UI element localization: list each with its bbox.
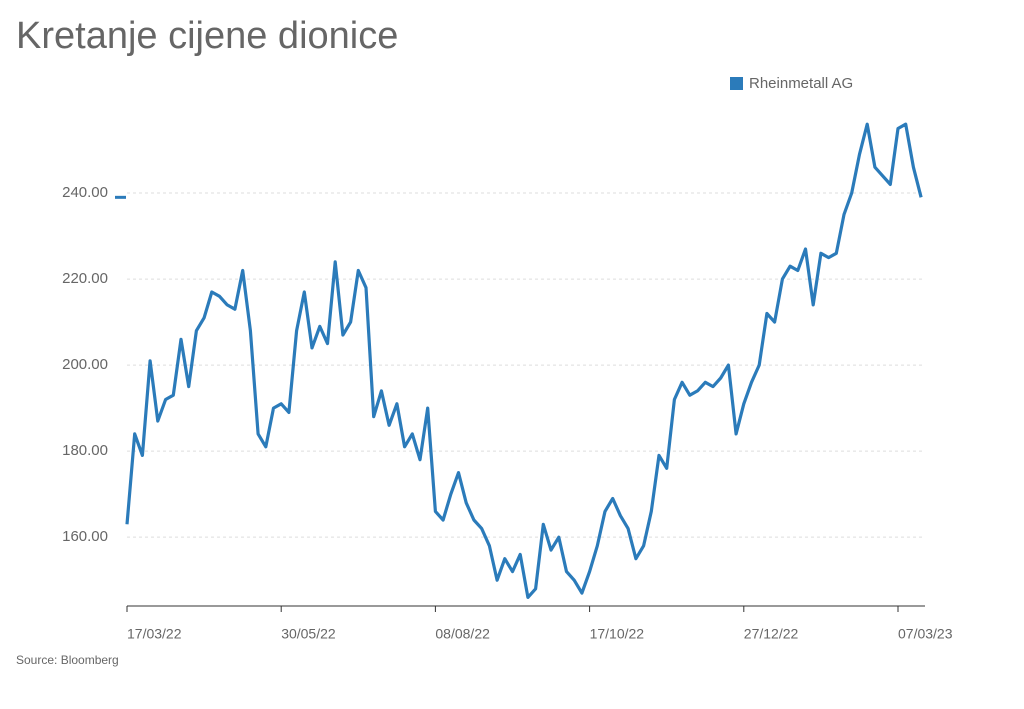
- x-tick-label: 30/05/22: [281, 626, 336, 642]
- y-tick-label: 160.00: [62, 528, 108, 545]
- x-tick-label: 27/12/22: [744, 626, 799, 642]
- y-tick-label: 180.00: [62, 442, 108, 459]
- x-tick-label: 17/03/22: [127, 626, 182, 642]
- legend-swatch: [730, 77, 743, 90]
- y-tick-label: 200.00: [62, 356, 108, 373]
- x-tick-label: 07/03/23: [898, 626, 953, 642]
- y-tick-label: 240.00: [62, 184, 108, 201]
- x-tick-label: 08/08/22: [435, 626, 490, 642]
- price-line: [125, 122, 923, 599]
- y-tick-label: 220.00: [62, 270, 108, 287]
- legend-label: Rheinmetall AG: [749, 75, 853, 92]
- chart-title: Kretanje cijene dionice: [16, 15, 398, 57]
- x-tick-label: 17/10/22: [590, 626, 645, 642]
- source: Source: Bloomberg: [16, 653, 119, 667]
